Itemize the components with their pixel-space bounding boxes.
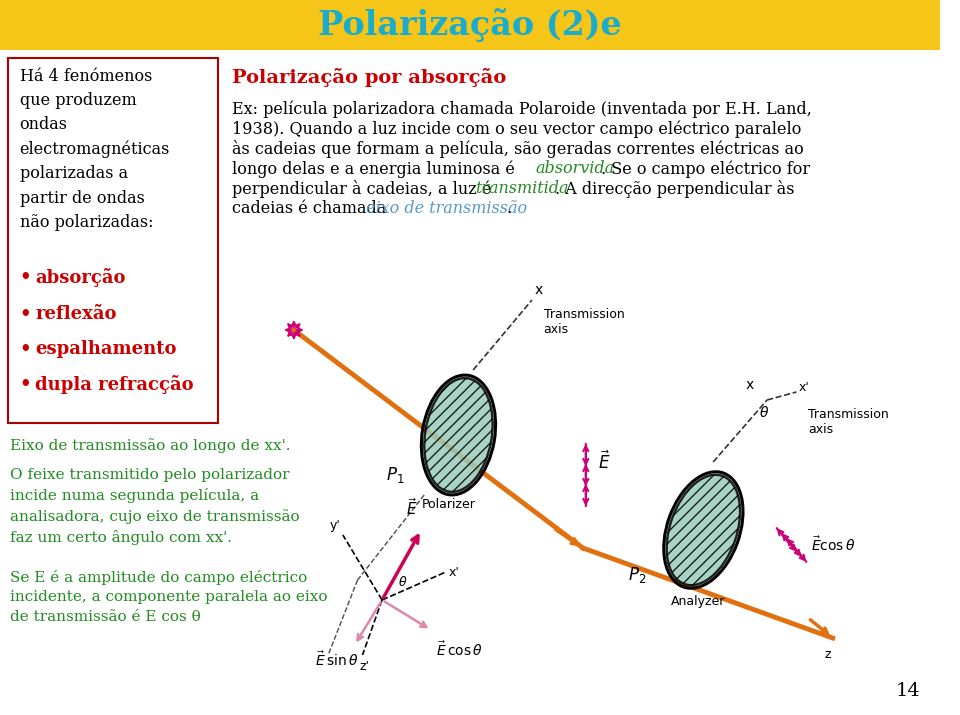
Text: espalhamento: espalhamento	[36, 340, 177, 358]
Text: $P_1$: $P_1$	[386, 465, 404, 485]
Text: •: •	[19, 268, 32, 286]
Text: •: •	[19, 305, 32, 323]
Text: cadeias é chamada: cadeias é chamada	[232, 200, 392, 217]
Text: reflexão: reflexão	[36, 305, 117, 323]
Text: $\vec{E}\cos\theta$: $\vec{E}\cos\theta$	[811, 536, 855, 554]
Text: Polarização (2)е: Polarização (2)е	[319, 8, 622, 42]
Text: . A direcção perpendicular às: . A direcção perpendicular às	[556, 180, 795, 198]
Text: x: x	[746, 378, 754, 392]
Text: eixo de transmissão: eixo de transmissão	[367, 200, 527, 217]
Text: Transmission
axis: Transmission axis	[543, 308, 624, 336]
Ellipse shape	[666, 475, 740, 586]
Text: Eixo de transmissão ao longo de xx'.: Eixo de transmissão ao longo de xx'.	[10, 438, 290, 453]
Text: $\vec{E}\,\cos\theta$: $\vec{E}\,\cos\theta$	[436, 640, 483, 659]
Text: x': x'	[799, 381, 809, 394]
Text: y': y'	[330, 519, 341, 532]
Text: 1938). Quando a luz incide com o seu vector campo eléctrico paralelo: 1938). Quando a luz incide com o seu vec…	[232, 120, 802, 137]
Text: z': z'	[359, 660, 370, 673]
Text: $\theta$: $\theta$	[397, 575, 407, 589]
Text: $\theta$: $\theta$	[759, 405, 769, 420]
Text: •: •	[19, 375, 32, 393]
Ellipse shape	[424, 378, 492, 492]
Bar	[0, 0, 941, 50]
Text: x': x'	[448, 566, 460, 578]
Text: Analyzer: Analyzer	[671, 595, 726, 608]
Text: Polarizer: Polarizer	[421, 498, 475, 511]
Text: perpendicular à cadeias, a luz é: perpendicular à cadeias, a luz é	[232, 180, 496, 198]
Text: 14: 14	[896, 682, 921, 700]
Text: O feixe transmitido pelo polarizador
incide numa segunda película, a
analisadora: O feixe transmitido pelo polarizador inc…	[10, 468, 300, 545]
Text: x: x	[535, 283, 543, 297]
Text: Se E é a amplitude do campo eléctrico
incidente, a componente paralela ao eixo
d: Se E é a amplitude do campo eléctrico in…	[10, 570, 327, 624]
FancyBboxPatch shape	[8, 58, 219, 423]
Text: dupla refracção: dupla refracção	[36, 375, 194, 394]
Text: Transmission
axis: Transmission axis	[808, 408, 889, 436]
Text: Há 4 fenómenos
que produzem
ondas
electromagnéticas
polarizadas a
partir de onda: Há 4 fenómenos que produzem ondas electr…	[19, 68, 170, 231]
Text: Polarização por absorção: Polarização por absorção	[232, 68, 507, 87]
Text: $\vec{E}\,\sin\theta$: $\vec{E}\,\sin\theta$	[316, 650, 359, 669]
Text: $P_2$: $P_2$	[628, 565, 646, 585]
Text: z: z	[825, 648, 831, 661]
Text: absorvida: absorvida	[536, 160, 615, 177]
Text: transmitida: transmitida	[475, 180, 568, 197]
Text: absorção: absorção	[36, 268, 126, 287]
Text: •: •	[19, 340, 32, 358]
Text: $\vec{E}$: $\vec{E}$	[406, 497, 418, 518]
Text: às cadeias que formam a película, são geradas correntes eléctricas ao: às cadeias que formam a película, são ge…	[232, 140, 804, 158]
Text: $\vec{E}$: $\vec{E}$	[597, 450, 610, 473]
Text: . Se o campo eléctrico for: . Se o campo eléctrico for	[601, 160, 809, 177]
Text: .: .	[507, 200, 512, 217]
Text: longo delas e a energia luminosa é: longo delas e a energia luminosa é	[232, 160, 520, 177]
Text: Ex: película polarizadora chamada Polaroide (inventada por E.H. Land,: Ex: película polarizadora chamada Polaro…	[232, 100, 812, 117]
